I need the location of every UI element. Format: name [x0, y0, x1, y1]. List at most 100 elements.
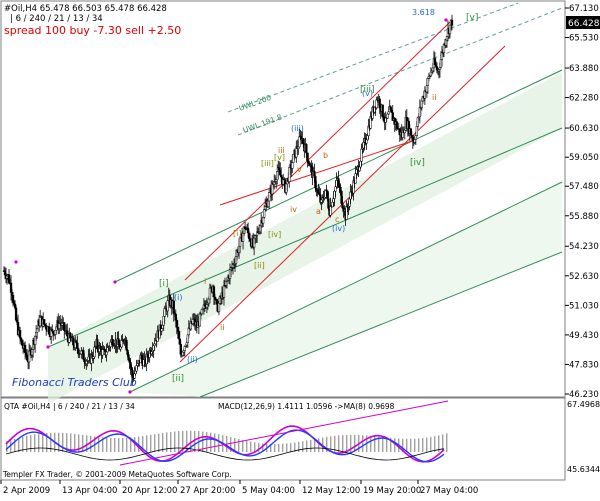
candle-body — [263, 209, 266, 218]
price-tick-label: 59.050 — [569, 153, 599, 163]
price-tick-label: 47.830 — [569, 360, 599, 370]
wave-label-blue-1: (i) — [174, 293, 182, 302]
macd-histogram-bar — [306, 440, 308, 452]
macd-histogram-bar — [146, 435, 148, 452]
fib-extension-label: 3.618 — [412, 8, 435, 17]
macd-histogram-bar — [118, 438, 120, 452]
macd-histogram-bar — [410, 438, 412, 452]
time-axis: 2 Apr 2009 13 Apr 04:00 20 Apr 12:00 27 Apr… — [0, 480, 478, 496]
indicator-trendline — [119, 400, 449, 466]
price-tick-label: 62.280 — [569, 94, 599, 104]
wave-label-orange-1: i — [204, 277, 206, 286]
wave-label-orange-ii: ii — [432, 93, 436, 102]
candle-body — [450, 19, 454, 26]
macd-histogram-bar — [142, 436, 144, 452]
macd-histogram-bar — [334, 435, 336, 452]
time-tick-label: 27 Apr 20:00 — [180, 486, 235, 496]
macd-histogram-bar — [250, 441, 252, 452]
price-axis: 67.130 65.530 63.880 62.280 60.630 59.050 57.4… — [565, 4, 599, 400]
time-tick-label: 5 May 04:00 — [242, 486, 295, 496]
wave-label-green-1: [i] — [159, 279, 169, 289]
macd-histogram-bar — [262, 443, 264, 452]
macd-histogram-bar — [110, 437, 112, 452]
macd-histogram-bar — [430, 436, 432, 452]
macd-histogram-bar — [194, 430, 196, 452]
macd-histogram-bar — [214, 433, 216, 452]
candle-body — [125, 339, 128, 351]
macd-histogram-bar — [206, 432, 208, 452]
macd-histogram-bar — [114, 437, 116, 452]
header-line2: | 6 / 240 / 21 / 13 / 34 — [10, 14, 103, 24]
macd-histogram-bar — [446, 433, 448, 452]
candle-body — [172, 300, 175, 314]
macd-histogram-bar — [390, 437, 392, 452]
macd-histogram-bar — [314, 439, 316, 452]
macd-histogram-bar — [278, 443, 280, 452]
price-tick-label: 51.030 — [569, 301, 599, 311]
macd-histogram-bar — [282, 443, 284, 452]
current-price-label: 66.428 — [568, 19, 600, 29]
macd-histogram-bar — [58, 432, 60, 452]
indicator-lines — [5, 400, 449, 466]
macd-histogram-bar — [70, 433, 72, 452]
price-tick-label: 49.430 — [569, 331, 599, 341]
macd-histogram-bar — [218, 434, 220, 452]
candle-body — [291, 162, 294, 169]
minor-wave-label-3: [v] — [274, 153, 285, 162]
macd-histogram-bar — [230, 437, 232, 452]
macd-histogram-bar — [78, 434, 80, 452]
wave-label-green-4: [iv] — [410, 158, 425, 168]
macd-histogram-bar — [438, 435, 440, 452]
macd-histogram-bar — [38, 433, 40, 452]
pivot-marker — [14, 260, 18, 264]
candle-body — [18, 330, 22, 339]
macd-histogram-bar — [106, 437, 108, 452]
macd-histogram-bar — [374, 436, 376, 452]
wave-label-green-5: [v] — [466, 13, 478, 23]
macd-histogram-bar — [122, 437, 124, 452]
macd-histogram-bar — [174, 431, 176, 452]
macd-histogram-bar — [134, 437, 136, 452]
macd-histogram-bar — [30, 435, 32, 452]
candle-body — [160, 328, 163, 332]
macd-histogram-bar — [42, 433, 44, 452]
macd-histogram-bar — [418, 438, 420, 452]
macd-histogram-bar — [326, 436, 328, 452]
macd-histogram-bar — [382, 437, 384, 452]
candle-body — [238, 237, 242, 247]
macd-histogram-bar — [66, 433, 68, 452]
upper-dashed-lines — [227, 2, 563, 136]
wave-label-orange-c: c — [335, 215, 339, 224]
macd-histogram-bar — [14, 438, 16, 452]
macd-histogram-bar — [330, 436, 332, 452]
time-tick-label: 20 Apr 12:00 — [122, 486, 177, 496]
price-tick-label: 67.130 — [569, 4, 599, 14]
candle-body — [163, 308, 166, 317]
indicator-tick-top: 67.4968 — [567, 400, 600, 409]
candle-body — [35, 328, 39, 333]
candle-body — [105, 351, 108, 356]
macd-histogram-bar — [346, 434, 348, 452]
macd-histogram-bar — [310, 439, 312, 452]
macd-histogram-bar — [442, 434, 444, 452]
minor-wave-label-2: [i] — [233, 229, 241, 238]
macd-histogram-bar — [170, 431, 172, 452]
macd-histogram-bar — [406, 438, 408, 452]
macd-histogram-bar — [294, 442, 296, 452]
macd-histogram-bar — [82, 434, 84, 452]
macd-histogram-bar — [210, 432, 212, 452]
macd-histogram-bar — [422, 438, 424, 452]
minor-wave-label-5: [ii] — [254, 261, 265, 270]
wave-label-green-2: [ii] — [172, 374, 184, 384]
macd-histogram-bar — [434, 436, 436, 452]
macd-histogram-bar — [242, 439, 244, 452]
wave-label-orange-3: iii — [278, 146, 285, 155]
macd-histogram-bar — [46, 432, 48, 452]
candle — [450, 14, 454, 31]
macd-histogram-bar — [158, 433, 160, 452]
macd-histogram-bar — [318, 438, 320, 452]
price-tick-label: 55.880 — [569, 212, 599, 222]
wave-label-blue-4: (iv) — [332, 224, 345, 233]
indicator-label: QTA #Oil,H4 | 6 / 240 / 21 / 13 / 34 — [4, 402, 135, 411]
